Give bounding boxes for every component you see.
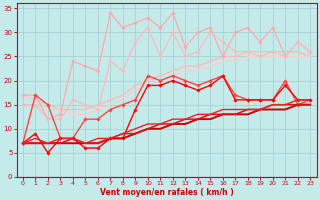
X-axis label: Vent moyen/en rafales ( km/h ): Vent moyen/en rafales ( km/h ) bbox=[100, 188, 234, 197]
